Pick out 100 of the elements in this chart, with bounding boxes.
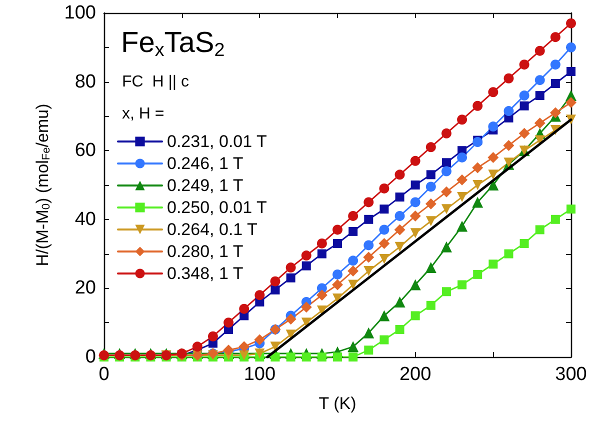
point xyxy=(458,280,467,290)
point xyxy=(380,204,389,214)
point xyxy=(426,216,436,226)
point xyxy=(410,311,420,320)
point xyxy=(426,170,436,180)
point xyxy=(456,174,468,186)
legend-title: x, H = xyxy=(122,106,164,122)
point xyxy=(488,170,498,180)
point xyxy=(472,180,483,190)
point xyxy=(457,152,468,162)
point xyxy=(348,352,358,362)
y-tick-label: 80 xyxy=(74,71,96,92)
point xyxy=(348,226,358,236)
point xyxy=(286,352,296,362)
point xyxy=(378,310,390,322)
x-tick-label: 100 xyxy=(244,364,276,385)
y-tick-label: 40 xyxy=(74,208,96,230)
point xyxy=(410,210,421,222)
point xyxy=(410,228,420,238)
point xyxy=(440,241,452,252)
point xyxy=(504,106,514,116)
point xyxy=(456,220,468,232)
point xyxy=(270,285,280,294)
point xyxy=(566,204,576,214)
point xyxy=(441,166,452,176)
point xyxy=(410,180,420,190)
point xyxy=(378,238,390,249)
x-tick-label: 200 xyxy=(399,364,432,385)
point xyxy=(316,290,328,301)
y-axis-title: H/(M-M0) (molFe/emu) xyxy=(33,104,52,266)
point xyxy=(348,256,358,266)
point xyxy=(504,249,514,258)
point xyxy=(348,210,358,221)
y-tick-label: 100 xyxy=(64,2,96,24)
point xyxy=(379,183,390,194)
point xyxy=(254,334,266,346)
point xyxy=(426,300,436,310)
point xyxy=(410,156,420,166)
point xyxy=(348,266,359,276)
legend-label: 0.280, 1 T xyxy=(167,242,244,261)
y-tick-label: 60 xyxy=(74,140,96,162)
point xyxy=(302,261,311,270)
point xyxy=(192,342,202,352)
point xyxy=(550,79,560,88)
point xyxy=(504,73,514,84)
point xyxy=(441,128,452,138)
point xyxy=(285,314,296,325)
point xyxy=(457,114,468,125)
point xyxy=(333,238,342,248)
point xyxy=(442,158,451,168)
point xyxy=(503,140,514,151)
point xyxy=(488,87,498,98)
legend-label: 0.348, 1 T xyxy=(167,264,244,283)
point xyxy=(317,352,326,362)
point xyxy=(364,214,374,224)
point xyxy=(410,279,421,290)
text: FC H || c xyxy=(122,74,189,90)
point xyxy=(566,66,576,76)
point xyxy=(317,249,326,258)
point xyxy=(519,60,530,70)
point xyxy=(488,122,498,132)
point xyxy=(270,276,280,286)
point xyxy=(364,346,374,355)
point xyxy=(332,279,343,290)
point xyxy=(208,331,218,342)
legend-label: 0.231, 0.01 T xyxy=(167,132,267,151)
x-axis-title: T (K) xyxy=(318,394,356,413)
point xyxy=(520,101,529,110)
point xyxy=(224,318,234,328)
point xyxy=(535,225,544,234)
point xyxy=(472,162,484,174)
point xyxy=(440,186,452,198)
point xyxy=(550,32,560,42)
point xyxy=(348,280,358,290)
point xyxy=(488,152,499,163)
point xyxy=(425,198,436,210)
point xyxy=(566,42,576,52)
point xyxy=(535,91,544,100)
point xyxy=(332,269,342,280)
point xyxy=(300,302,312,313)
point xyxy=(534,46,545,56)
point xyxy=(394,170,405,180)
point xyxy=(379,224,390,235)
point xyxy=(488,260,498,269)
point xyxy=(425,262,436,274)
point xyxy=(472,196,484,208)
point xyxy=(394,296,406,308)
point xyxy=(457,192,468,202)
point xyxy=(301,250,312,261)
point xyxy=(239,304,250,314)
x-tick-label: 0 xyxy=(98,364,110,385)
x-tick-label: 300 xyxy=(555,364,587,385)
point xyxy=(286,262,296,273)
point xyxy=(286,273,296,282)
point xyxy=(410,197,420,208)
point xyxy=(488,180,499,190)
legend-label: 0.249, 1 T xyxy=(167,176,244,195)
point xyxy=(534,75,545,86)
point xyxy=(550,107,561,118)
point xyxy=(472,100,483,111)
